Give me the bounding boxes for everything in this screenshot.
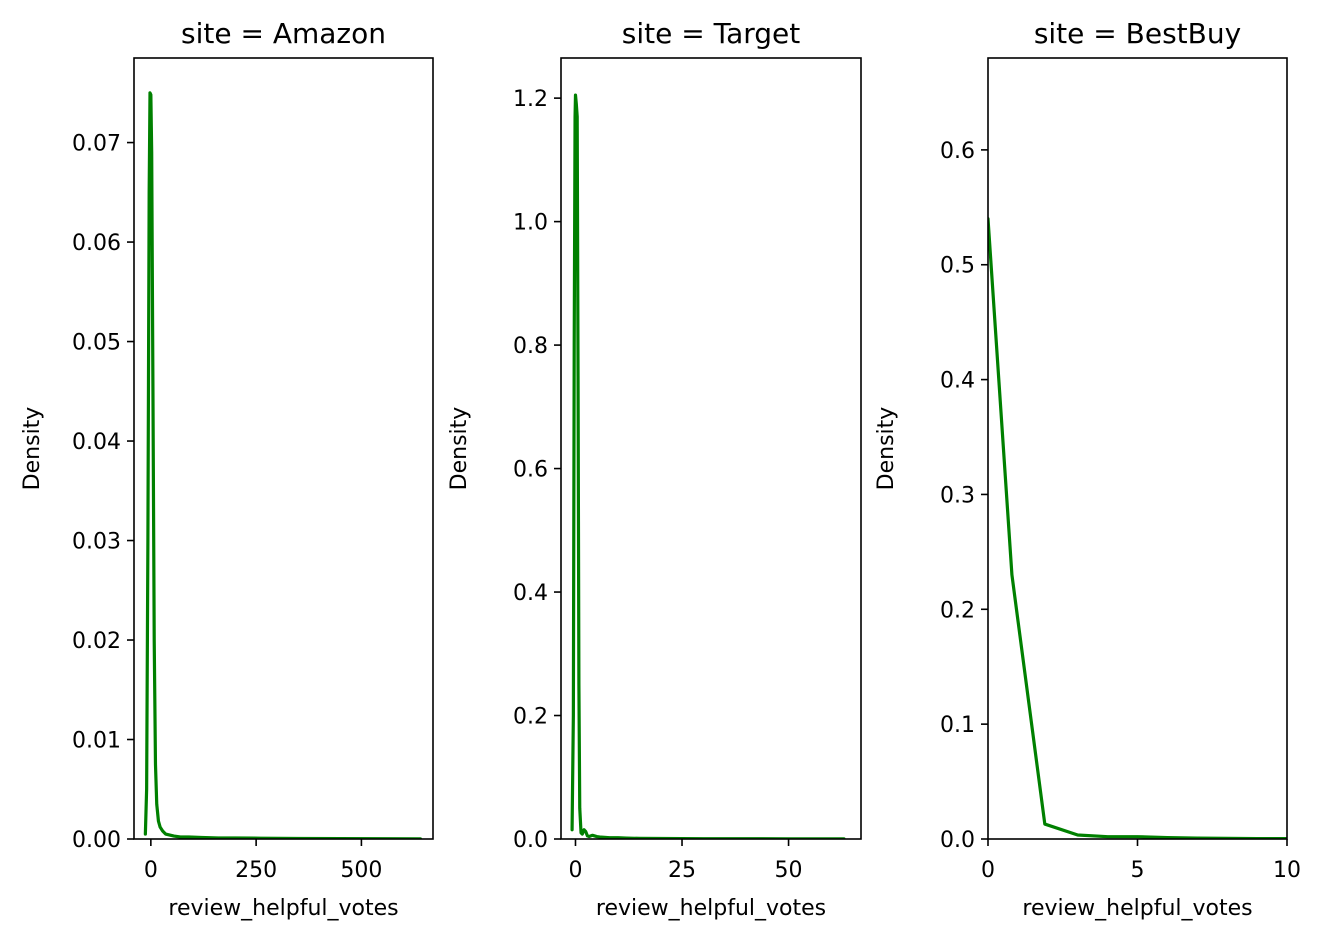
y-tick-label: 0.07 bbox=[72, 132, 121, 157]
y-tick-label: 0.2 bbox=[940, 598, 975, 623]
y-tick-label: 0.6 bbox=[940, 139, 975, 164]
x-tick-label: 0 bbox=[144, 858, 158, 883]
x-axis-label: review_helpful_votes bbox=[168, 896, 398, 921]
density-curve bbox=[988, 217, 1287, 839]
y-tick-label: 0.06 bbox=[72, 231, 121, 256]
density-curve bbox=[143, 91, 422, 839]
y-tick-label: 1.0 bbox=[513, 211, 548, 236]
axes-frame bbox=[560, 57, 862, 840]
x-tick-label: 50 bbox=[775, 858, 803, 883]
x-axis-label: review_helpful_votes bbox=[596, 896, 826, 921]
x-tick-label: 0 bbox=[981, 858, 995, 883]
x-tick-label: 250 bbox=[235, 858, 277, 883]
y-tick-label: 0.3 bbox=[940, 483, 975, 508]
y-tick-label: 0.0 bbox=[513, 828, 548, 853]
y-axis-label: Density bbox=[874, 407, 899, 491]
density-curve bbox=[570, 93, 846, 839]
subplot-title: site = BestBuy bbox=[1034, 17, 1241, 50]
subplot-title: site = Amazon bbox=[181, 17, 386, 50]
y-tick-label: 0.6 bbox=[513, 458, 548, 483]
x-tick-label: 0 bbox=[568, 858, 582, 883]
subplot-2: 0 25 50 0.0 0.2 0.4 0.6 0.8 1.0 1.2 site = Target r… bbox=[447, 17, 862, 921]
y-axis-label: Density bbox=[447, 407, 472, 491]
x-tick-label: 500 bbox=[340, 858, 382, 883]
subplot-title: site = Target bbox=[622, 17, 800, 50]
x-tick-label: 5 bbox=[1131, 858, 1145, 883]
subplot-1: 0 250 500 0.00 0.01 0.02 0.03 0.04 0.05 0.06 0.07 s… bbox=[20, 17, 434, 921]
y-tick-label: 1.2 bbox=[513, 87, 548, 112]
y-tick-label: 0.1 bbox=[940, 713, 975, 738]
y-tick-label: 0.4 bbox=[513, 581, 548, 606]
x-tick-label: 25 bbox=[668, 858, 696, 883]
y-axis-label: Density bbox=[20, 407, 45, 491]
axes-frame bbox=[133, 57, 434, 840]
y-tick-label: 0.00 bbox=[72, 828, 121, 853]
y-tick-label: 0.2 bbox=[513, 705, 548, 730]
y-tick-label: 0.5 bbox=[940, 254, 975, 279]
y-tick-label: 0.02 bbox=[72, 629, 121, 654]
subplot-3: 0 5 10 0.0 0.1 0.2 0.3 0.4 0.5 0.6 site = BestBuy r… bbox=[874, 17, 1301, 921]
y-tick-label: 0.0 bbox=[940, 828, 975, 853]
x-tick-label: 10 bbox=[1273, 858, 1301, 883]
y-tick-label: 0.4 bbox=[940, 369, 975, 394]
y-tick-label: 0.01 bbox=[72, 729, 121, 754]
y-tick-label: 0.05 bbox=[72, 331, 121, 356]
x-axis-label: review_helpful_votes bbox=[1022, 896, 1252, 921]
y-tick-label: 0.03 bbox=[72, 530, 121, 555]
y-tick-label: 0.04 bbox=[72, 430, 121, 455]
y-tick-label: 0.8 bbox=[513, 334, 548, 359]
